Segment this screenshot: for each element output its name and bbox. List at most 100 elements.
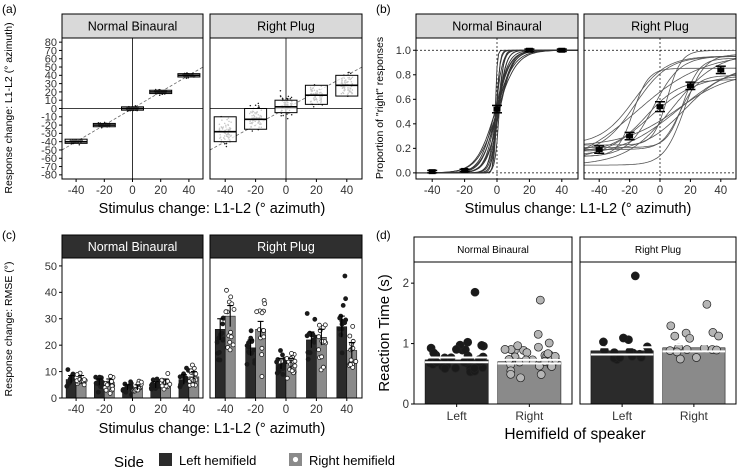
panel-b-ytick-label: 0.8 [396,70,411,82]
panel-c-point [128,379,134,385]
panel-b-curve [584,50,736,146]
panel-c-point [244,361,250,367]
panel-d-point [619,333,628,343]
panel-c-point [259,352,265,358]
panel-b-curve [583,56,737,150]
panel-c-point [65,367,71,373]
panel-b-xtick-label: 40 [555,185,568,197]
panel-c-xtick-label: -40 [217,404,234,416]
panel-d-frame [413,261,573,405]
panel-b-ylabel: Proportion of "right" responses [374,37,386,179]
legend-label-left: Left hemifield [179,453,256,468]
panel-c-ytick-label: 40 [45,287,57,299]
panel-c-point [104,382,110,388]
panel-d-point [692,353,701,362]
panel-c-ylabel: Response change: RMSE (°) [3,262,15,397]
panel-b-mean-point [717,67,725,73]
panel-d-point [506,369,516,379]
panel-a-ytick-label: 70 [45,45,57,57]
panel-c-point [261,328,267,333]
panel-c-point [307,350,313,356]
panel-c-point [216,349,222,355]
panel-c-xtick-label: 20 [310,404,323,416]
panel-c-point [217,357,223,363]
panel-a-facet-strip-label: Normal Binaural [88,20,178,34]
panel-c-point [190,382,196,388]
panel-c-bar [306,339,317,399]
panel-c-ytick-label: 50 [45,261,57,273]
panel-d-facet-0: Normal Binaural Left Right 0 1 2 [403,236,573,423]
panel-c-ytick-label: 10 [45,366,57,378]
legend-title: Side [114,454,144,471]
panel-c-point [107,390,113,396]
panel-c-point [224,287,229,293]
panel-a-ytick-label: 20 [45,87,57,99]
panel-c-point [189,362,195,368]
panel-b-curve [584,75,736,150]
panel-d-point [712,345,721,355]
panel-b-xtick-label: 0 [494,185,500,197]
panel-b-ytick-label: 0.2 [396,143,411,155]
panel-c-point [274,370,280,376]
panel-a-ytick-label: 60 [45,54,57,66]
panel-b-facet-strip [583,13,737,39]
panel-d-facet-1: Right Plug Left Right [579,236,737,423]
panel-c-point [228,294,234,300]
panel-c-point [124,384,130,390]
panel-b-mean-point [461,167,469,173]
panel-a-ytick-label: -70 [41,161,57,173]
panel-c-point [312,316,318,322]
panel-b-facet-0: Normal Binaural -40 -20 0 20 40 0.0 0.2 0.4 0.6 0.… [396,13,579,197]
panel-c-point [278,348,283,353]
panel-a-point [279,95,282,97]
panel-d-facet-strip-label: Right Plug [635,245,681,256]
panel-d-point [599,337,608,347]
panel-b-xtick-label: -40 [424,185,441,197]
panel-c-point [220,321,226,327]
panel-c-bar [224,315,236,399]
panel-a-facet-1: Right Plug -40 -20 0 20 40 [209,13,363,197]
panel-a-point [286,117,289,120]
panel-c-point [227,347,233,353]
panel-d-point [470,363,479,373]
panel-b-letter: (b) [376,2,391,16]
panel-c-point [305,356,311,362]
panel-c-ytick-label: 30 [45,314,57,326]
panel-b-curve [583,58,737,150]
panel-a-letter: (a) [2,2,17,16]
panel-d-point [702,299,712,309]
panel-b-xtick-label: -20 [456,185,473,197]
panel-a-point [249,104,252,107]
panel-c-point [320,364,326,370]
panel-a-point [312,105,315,108]
panel-d-point [543,349,553,358]
panel-b-curve [584,54,737,166]
panel-d-point [500,345,510,354]
panel-c-point [231,306,237,312]
panel-c-point [228,334,234,340]
panel-a-point [225,142,228,145]
panel-c-facet-strip-label: Normal Binaural [88,240,178,254]
panel-b-xtick-label: 20 [684,185,697,197]
panel-a-xtick-label: -20 [96,185,113,197]
panel-c-point [95,389,101,395]
panel-c-point [103,387,109,393]
panel-a-ytick-label: -50 [41,145,57,157]
panel-c-point [149,386,154,392]
panel-c-point [214,339,220,345]
panel-b-ytick-label: 1.0 [396,45,411,57]
panel-c-point [259,374,265,379]
panel-c-point [340,302,346,308]
panel-a-point [287,95,290,98]
panel-a-ytick-label: 80 [45,37,57,49]
panel-d-facet-strip [579,236,737,263]
panel-a-point [225,145,228,148]
panel-b-ytick-label: 0.6 [396,94,411,106]
panel-d-point [714,331,723,341]
panel-c-point [289,350,294,356]
panel-d-facet-strip-label: Normal Binaural [457,245,529,256]
panel-a-ytick-label: 10 [45,95,57,107]
panel-a-xtick-label: 20 [310,185,323,197]
panel-b-xlabel: Stimulus change: L1-L2 (° azimuth) [465,201,692,217]
panel-a-point [285,97,288,100]
